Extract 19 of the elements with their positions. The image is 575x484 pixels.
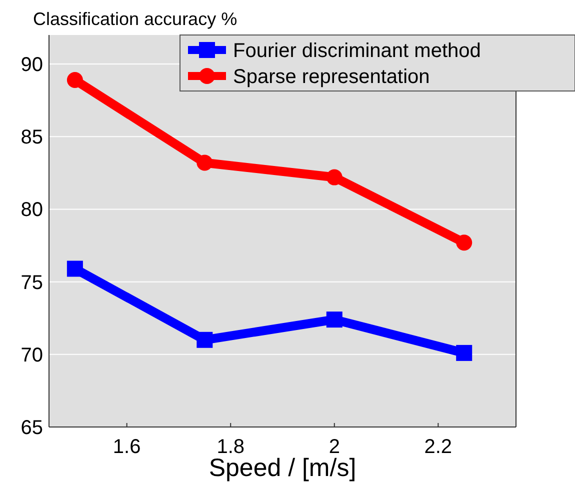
point	[326, 169, 342, 186]
y-tick-label: 75	[20, 272, 43, 294]
point	[66, 72, 83, 88]
x-tick-label: 2.2	[424, 436, 452, 458]
y-tick-label: 90	[20, 54, 43, 76]
legend-label: Fourier discriminant method	[233, 40, 481, 62]
x-tick-label: 1.6	[112, 436, 141, 458]
point	[196, 332, 213, 348]
y-tick-label: 80	[20, 199, 43, 222]
point	[196, 154, 213, 171]
y-tick-label: 70	[20, 344, 43, 366]
legend-label: Sparse representation	[233, 66, 430, 88]
point	[66, 260, 83, 277]
point	[326, 312, 342, 328]
point	[456, 344, 472, 361]
point	[456, 234, 472, 251]
y-tick-label: 65	[20, 417, 43, 439]
y-axis-title: Classification accuracy %	[33, 9, 238, 29]
y-tick-label: 85	[20, 126, 43, 149]
